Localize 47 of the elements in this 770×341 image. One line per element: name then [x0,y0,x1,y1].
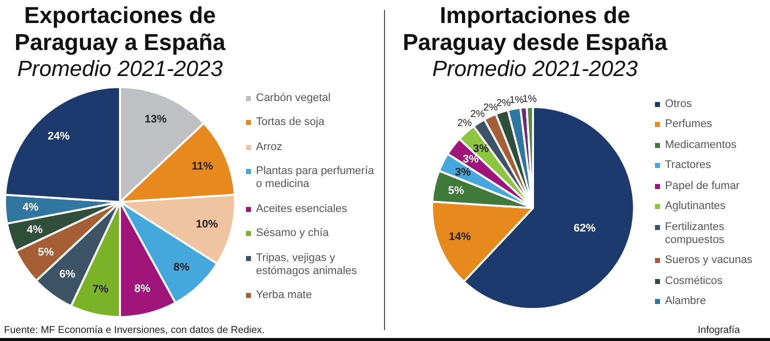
legend-label: Cosméticos [665,274,722,288]
data-label: 2% [470,108,485,120]
data-label: 1% [509,94,524,106]
data-label: 11% [192,160,214,172]
legend-label: Medicamentos [665,138,737,152]
data-label: 8% [173,261,190,274]
legend-label: Yerba mate [256,288,312,302]
legend-label: Otros [665,98,692,111]
data-label: 2% [496,98,511,109]
legend-label: Plantas para perfumería o medicina [256,165,376,192]
data-label: 2% [483,102,498,114]
legend-label: Papel de fumar [665,180,740,193]
data-label: 8% [134,282,150,295]
data-label: 3% [462,154,479,166]
legend-label: Sueros y vacunas [665,254,752,268]
legend-label: Aceites esenciales [256,202,348,216]
data-label: 1% [522,94,537,105]
data-label: 14% [448,231,471,244]
data-label: 10% [196,218,218,230]
data-label: 5% [38,246,54,258]
data-label: 5% [448,184,464,197]
chart-title: Exportaciones de Paraguay a España [14,2,226,56]
legend-label: Perfumes [665,118,712,132]
legend-label: Aglutinantes [665,200,726,214]
chart-title: Importaciones de Paraguay desde España [402,2,668,56]
legend-label: Tripas, vejigas y estómagos animales [256,252,358,278]
legend-label: Arroz [256,140,282,154]
legend-label: Fertilizantes compuestos [665,220,726,247]
legend-label: Tortas de soja [256,116,324,130]
data-label: 4% [26,224,43,236]
data-label: 6% [59,268,76,281]
text: Infografía [698,325,740,336]
data-label: 2% [457,118,472,129]
data-label: 4% [22,202,39,214]
legend-label: Alambre [665,294,706,308]
data-label: 3% [454,166,471,178]
data-label: 7% [92,284,109,296]
data-label: 3% [472,142,490,155]
chart-subtitle: Promedio 2021-2023 [431,56,639,82]
legend-label: Sésamo y chía [256,227,329,240]
source-note: Fuente: MF Economía e Inversiones, con datos de Rediex. [4,325,265,336]
data-label: 62% [574,222,596,234]
data-label: 13% [144,114,167,126]
data-label: 24% [48,130,70,143]
chart-subtitle: Promedio 2021-2023 [16,56,224,82]
legend-label: Carbón vegetal [256,92,331,105]
legend-label: Tractores [665,159,712,172]
